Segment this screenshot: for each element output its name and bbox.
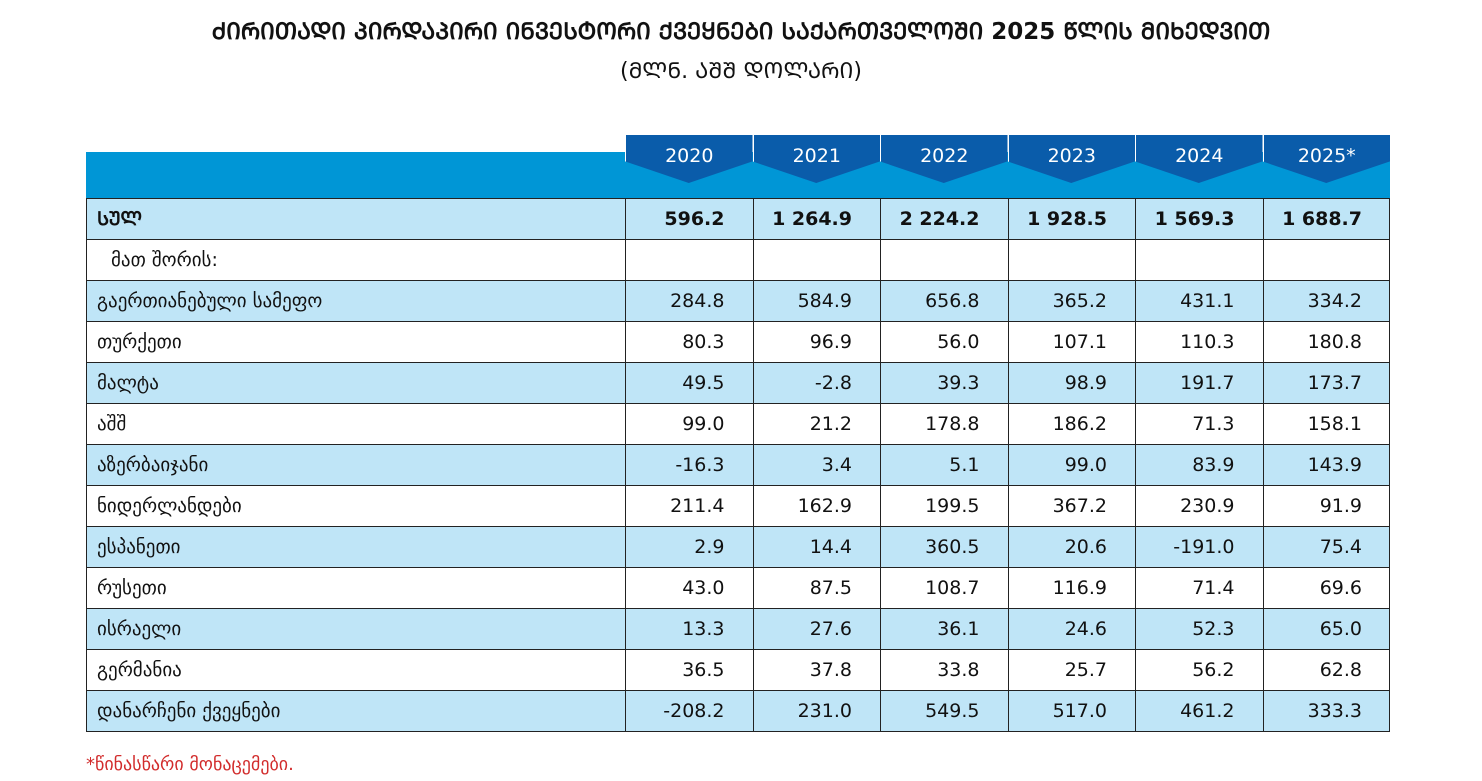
cell: 2 224.2 (880, 198, 1008, 239)
cell: 334.2 (1262, 280, 1390, 321)
cell: 461.2 (1135, 690, 1263, 731)
cell: 83.9 (1135, 444, 1263, 485)
cell: 71.3 (1135, 403, 1263, 444)
cell: 596.2 (625, 198, 753, 239)
cell: 186.2 (1007, 403, 1135, 444)
row-label: ᲡᲣᲚ (86, 198, 625, 239)
cell: 80.3 (625, 321, 753, 362)
cell: 108.7 (880, 567, 1008, 608)
cell: 360.5 (880, 526, 1008, 567)
cell: 99.0 (1007, 444, 1135, 485)
cell: 110.3 (1135, 321, 1263, 362)
row-label: გაერთიანებული სამეფო (86, 280, 625, 321)
cell: 431.1 (1135, 280, 1263, 321)
cell: -16.3 (625, 444, 753, 485)
cell: 1 569.3 (1135, 198, 1263, 239)
cell: -208.2 (625, 690, 753, 731)
cell: 365.2 (1007, 280, 1135, 321)
cell (625, 239, 753, 280)
cell: 158.1 (1262, 403, 1390, 444)
cell: 98.9 (1007, 362, 1135, 403)
cell: 143.9 (1262, 444, 1390, 485)
cell: 1 264.9 (752, 198, 880, 239)
cell: 1 928.5 (1007, 198, 1135, 239)
cell: 56.0 (880, 321, 1008, 362)
cell: 24.6 (1007, 608, 1135, 649)
cell: 178.8 (880, 403, 1008, 444)
cell: 211.4 (625, 485, 753, 526)
cell: 231.0 (752, 690, 880, 731)
cell: 87.5 (752, 567, 880, 608)
cell: 52.3 (1135, 608, 1263, 649)
row-label: აშშ (86, 403, 625, 444)
cell: 36.5 (625, 649, 753, 690)
cell: 39.3 (880, 362, 1008, 403)
row-label: აზერბაიჯანი (86, 444, 625, 485)
cell: 180.8 (1262, 321, 1390, 362)
cell: 333.3 (1262, 690, 1390, 731)
cell: 62.8 (1262, 649, 1390, 690)
cell: 65.0 (1262, 608, 1390, 649)
row-label: გერმანია (86, 649, 625, 690)
cell: 3.4 (752, 444, 880, 485)
cell: 43.0 (625, 567, 753, 608)
row-label: ესპანეთი (86, 526, 625, 567)
row-label: მალტა (86, 362, 625, 403)
cell: 191.7 (1135, 362, 1263, 403)
cell: -2.8 (752, 362, 880, 403)
cell: 56.2 (1135, 649, 1263, 690)
cell: 99.0 (625, 403, 753, 444)
cell: 656.8 (880, 280, 1008, 321)
cell: 91.9 (1262, 485, 1390, 526)
row-label: რუსეთი (86, 567, 625, 608)
cell: 1 688.7 (1262, 198, 1390, 239)
cell: 173.7 (1262, 362, 1390, 403)
cell: 230.9 (1135, 485, 1263, 526)
cell: 107.1 (1007, 321, 1135, 362)
cell: 71.4 (1135, 567, 1263, 608)
cell: 2.9 (625, 526, 753, 567)
cell: 20.6 (1007, 526, 1135, 567)
footnote: *წინასწარი მონაცემები. (86, 754, 294, 775)
cell: -191.0 (1135, 526, 1263, 567)
cell: 14.4 (752, 526, 880, 567)
cell: 75.4 (1262, 526, 1390, 567)
cell: 33.8 (880, 649, 1008, 690)
subtitle: (ᲛᲚᲜ. ᲐᲨᲨ ᲓᲝᲚᲐᲠᲘ) (619, 59, 863, 84)
cell: 25.7 (1007, 649, 1135, 690)
title: ᲫᲘᲠᲘᲗᲐᲓᲘ ᲞᲘᲠᲓᲐᲞᲘᲠᲘ ᲘᲜᲕᲔᲡᲢᲝᲠᲘ ᲥᲕᲔᲧᲜᲔᲑᲘ ᲡᲐ… (211, 19, 1271, 45)
cell (1007, 239, 1135, 280)
cell: 69.6 (1262, 567, 1390, 608)
cell: 27.6 (752, 608, 880, 649)
cell: 116.9 (1007, 567, 1135, 608)
cell: 5.1 (880, 444, 1008, 485)
cell: 549.5 (880, 690, 1008, 731)
cell: 162.9 (752, 485, 880, 526)
cell: 37.8 (752, 649, 880, 690)
cell (880, 239, 1008, 280)
cell: 584.9 (752, 280, 880, 321)
cell (752, 239, 880, 280)
row-label: დანარჩენი ქვეყნები (86, 690, 625, 731)
cell: 36.1 (880, 608, 1008, 649)
row-label: ნიდერლანდები (86, 485, 625, 526)
cell (1135, 239, 1263, 280)
cell: 284.8 (625, 280, 753, 321)
cell: 96.9 (752, 321, 880, 362)
cell: 49.5 (625, 362, 753, 403)
row-label: თურქეთი (86, 321, 625, 362)
cell: 199.5 (880, 485, 1008, 526)
cell: 517.0 (1007, 690, 1135, 731)
cell: 13.3 (625, 608, 753, 649)
cell: 367.2 (1007, 485, 1135, 526)
cell (1262, 239, 1390, 280)
row-label: ისრაელი (86, 608, 625, 649)
row-label: მათ შორის: (86, 239, 625, 280)
cell: 21.2 (752, 403, 880, 444)
